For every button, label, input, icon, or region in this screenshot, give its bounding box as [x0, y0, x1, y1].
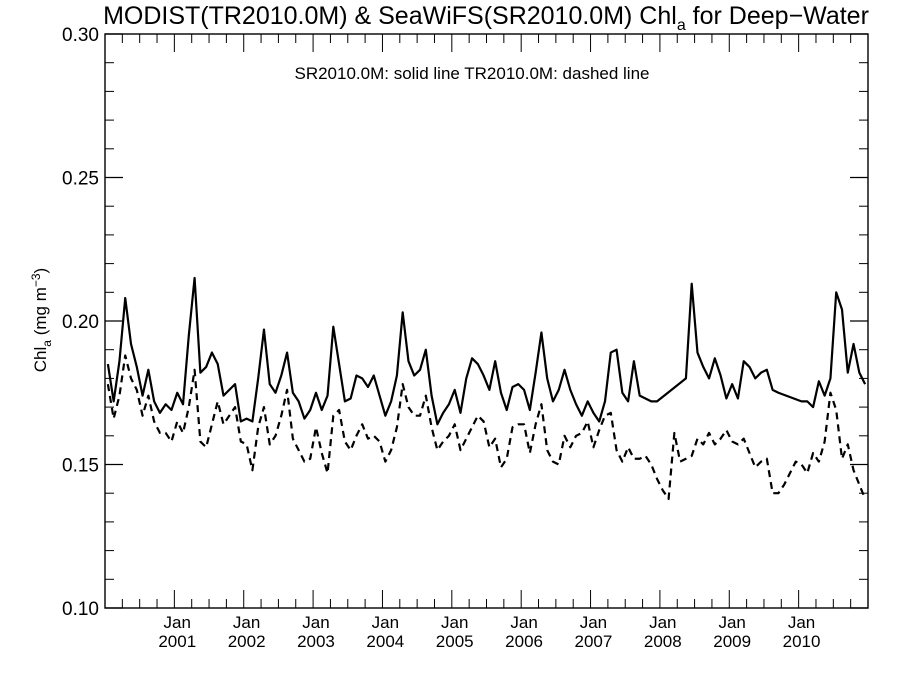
y-tick-label: 0.20: [62, 312, 99, 333]
y-axis-label-base: Chl: [31, 347, 50, 373]
ticks: [105, 33, 868, 609]
x-tick-label-month: Jan: [580, 613, 607, 632]
x-tick-label-month: Jan: [302, 613, 329, 632]
y-axis-label-subscript: a: [40, 340, 54, 347]
x-tick-label-month: Jan: [372, 613, 399, 632]
x-tick-label-month: Jan: [649, 613, 676, 632]
line-style-annotation: SR2010.0M: solid line TR2010.0M: dashed …: [294, 64, 649, 83]
y-axis-label: Chla (mg m−3): [29, 268, 54, 372]
x-tick-label-year: 2004: [366, 632, 404, 651]
x-tick-label-year: 2010: [783, 632, 821, 651]
tick-labels: 0.100.150.200.250.30Jan2001Jan2002Jan200…: [62, 25, 820, 651]
x-tick-label-year: 2008: [644, 632, 682, 651]
series-line-dashed: [106, 354, 867, 501]
x-tick-label-year: 2007: [575, 632, 613, 651]
y-axis-label-units: (mg m: [31, 287, 50, 340]
x-tick-label-year: 2006: [505, 632, 543, 651]
x-tick-label-year: 2002: [228, 632, 266, 651]
x-tick-label-year: 2005: [436, 632, 474, 651]
plot-frame: [104, 33, 869, 609]
x-tick-label-month: Jan: [441, 613, 468, 632]
x-tick-label-month: Jan: [510, 613, 537, 632]
series-line-solid: [106, 276, 867, 426]
x-tick-label-year: 2001: [158, 632, 196, 651]
x-tick-label-month: Jan: [718, 613, 745, 632]
series-lines: [106, 276, 867, 501]
chart-title: MODIST(TR2010.0M) & SeaWiFS(SR2010.0M) C…: [103, 2, 869, 34]
chart-title-subscript: a: [677, 17, 686, 34]
x-tick-label-month: Jan: [164, 613, 191, 632]
y-tick-label: 0.10: [62, 599, 99, 620]
axes: [104, 33, 869, 609]
y-tick-label: 0.25: [62, 169, 99, 190]
x-tick-label-year: 2009: [713, 632, 751, 651]
y-axis-label-superscript: −3: [29, 273, 43, 287]
chart-title-prefix: MODIST(TR2010.0M) & SeaWiFS(SR2010.0M) C…: [103, 2, 677, 30]
y-tick-label: 0.15: [62, 456, 99, 477]
x-tick-label-month: Jan: [233, 613, 260, 632]
x-tick-label-year: 2003: [297, 632, 335, 651]
chart-title-suffix: for Deep−Water: [686, 2, 869, 30]
y-axis-label-close: ): [31, 268, 50, 274]
x-tick-label-month: Jan: [788, 613, 815, 632]
y-tick-label: 0.30: [62, 25, 99, 46]
